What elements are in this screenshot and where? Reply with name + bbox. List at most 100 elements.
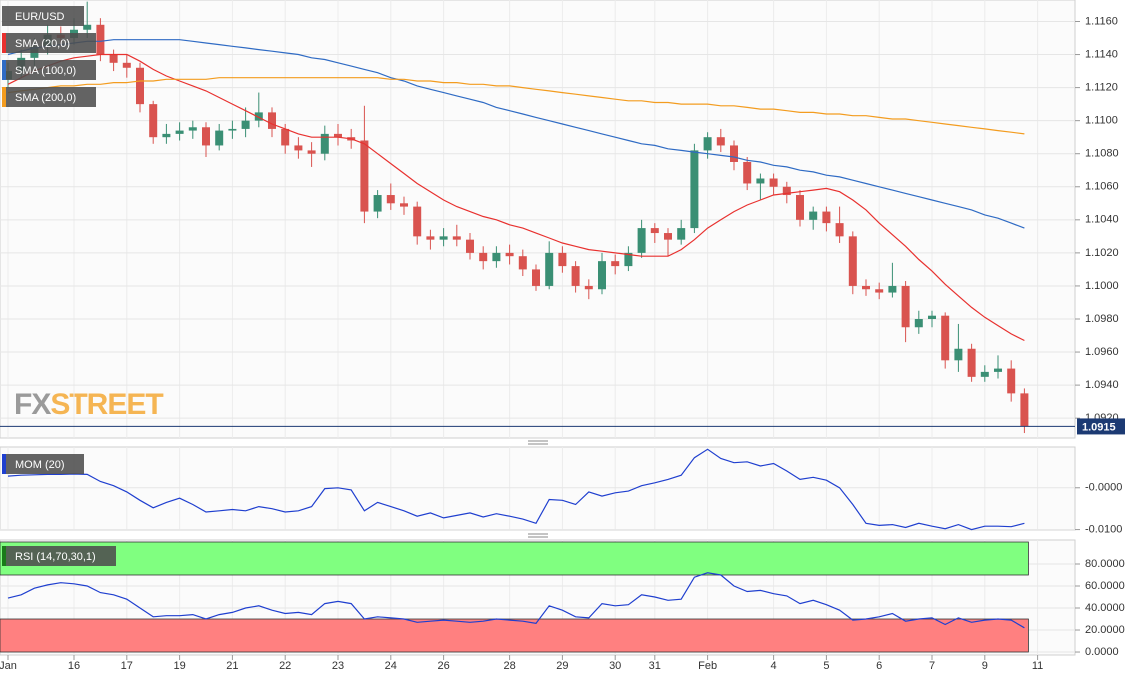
candle-body [122,62,131,68]
panel-handle[interactable] [528,533,548,538]
candle-body [518,256,527,270]
x-tick-label: 6 [876,660,882,672]
candle-body [492,252,501,262]
candle-body [888,285,897,293]
candle-body [809,211,818,220]
legend-box [2,6,84,26]
candle-body [875,289,884,293]
candle-body [1007,368,1016,394]
x-tick-label: 29 [556,660,568,672]
series-line [7,39,1025,229]
legend-label: MOM (20) [15,459,65,471]
last-price-label: 1.0915 [1082,421,1116,433]
candle-body [215,130,224,146]
candle-body [928,315,936,319]
candle-body [426,236,435,240]
x-tick-label: Feb [698,660,717,672]
y-tick-label: 1.1160 [1085,15,1118,27]
candle-body [624,252,633,267]
candle-body [373,195,382,212]
x-tick-label: 26 [437,660,449,672]
legend-label: SMA (20,0) [15,38,70,50]
legend-label: EUR/USD [15,11,65,23]
panel-handle[interactable] [528,440,548,445]
candle-body [782,186,791,196]
candle-body [202,127,210,146]
legend-label: SMA (200,0) [15,92,76,104]
x-tick-label: 11 [1032,660,1043,672]
y-tick-label: 60.0000 [1085,580,1125,592]
y-tick-label: 1.0980 [1085,313,1119,325]
x-tick-label: 28 [503,660,515,672]
watermark-street: STREET [50,388,163,421]
candle-body [452,236,461,240]
y-tick-label: 0.0000 [1085,646,1119,658]
candle-body [769,178,778,187]
x-tick-label: 4 [771,660,777,672]
candle-body [466,239,474,253]
candle-body [941,315,950,361]
candle-body [664,233,672,240]
y-tick-label: 1.0940 [1085,379,1119,391]
series-line [7,53,1025,342]
candle-body [162,133,171,138]
candle-body [994,368,1002,372]
x-tick-label: Jan [0,660,17,672]
candle-body [822,211,831,224]
candle-body [228,128,237,131]
series-line [7,448,1025,531]
candle-body [703,137,712,151]
legend-box [2,60,96,80]
candle-body [386,195,395,204]
candle-body [241,120,250,129]
candle-body [980,371,989,377]
legend-box [2,546,116,566]
y-tick-label: 1.1020 [1085,247,1119,259]
candle-body [109,54,118,63]
x-tick-label: 5 [823,660,829,672]
candle-body [505,252,514,257]
candle-body [136,67,144,105]
candle-body [334,133,342,138]
candle-body [188,127,197,131]
candle-body [967,348,976,377]
y-tick-label: 40.0000 [1085,602,1125,614]
candle-body [83,24,92,30]
candle-body [413,206,422,237]
legend-box [2,33,96,53]
series-line [7,77,1025,135]
x-tick-label: 22 [279,660,291,672]
x-tick-label: 23 [332,660,344,672]
legend-swatch [2,87,6,107]
candle-body [281,128,290,146]
legend-swatch [2,454,6,474]
y-tick-label: 20.0000 [1085,624,1125,636]
candle-body [637,228,646,253]
candle-body [307,150,316,154]
candle-body [690,150,699,229]
candle-body [756,178,765,184]
y-tick-label: 1.0960 [1085,346,1119,358]
candle-body [954,348,963,361]
candle-body [914,318,923,328]
y-tick-label: 1.1040 [1085,214,1119,226]
candle-body [796,195,804,220]
candle-body [175,130,184,134]
candle-body [479,252,488,262]
candle-body [532,269,540,286]
x-tick-label: 31 [649,660,661,672]
x-tick-label: 9 [982,660,988,672]
candle-body [439,236,448,240]
x-tick-label: 7 [929,660,935,672]
candle-body [558,252,567,267]
x-tick-label: 24 [385,660,397,672]
y-tick-label: 1.1060 [1085,181,1119,193]
candle-body [835,223,844,237]
series-line [7,572,1025,629]
watermark: FXSTREET [14,388,163,421]
y-tick-label: 1.1000 [1085,280,1119,292]
y-tick-label: 1.1100 [1085,115,1118,127]
legend-label: RSI (14,70,30,1) [15,551,96,563]
